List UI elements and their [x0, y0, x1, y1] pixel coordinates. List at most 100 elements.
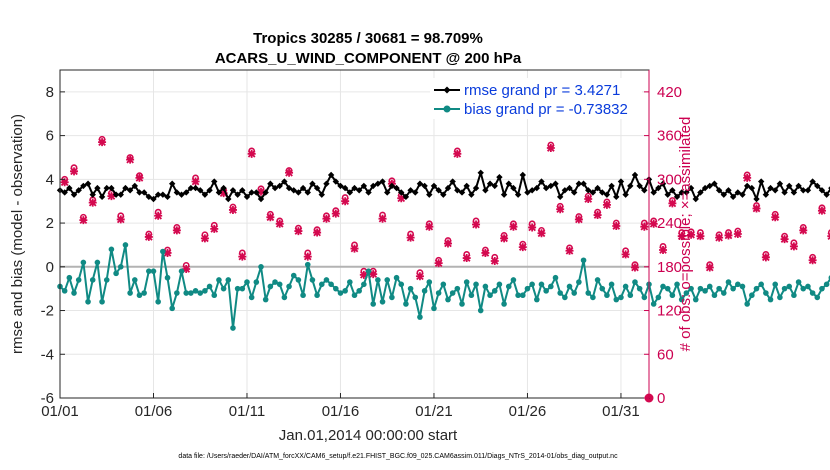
obs-assimilated-point — [490, 256, 499, 265]
bias-point — [487, 292, 493, 299]
rmse-point — [70, 191, 78, 198]
obs-assimilated-point — [116, 215, 125, 224]
rmse-point — [823, 191, 830, 198]
y-axis-right: 0 60 120 180 240 300 360 420 — [644, 70, 682, 407]
obs-assimilated-point — [817, 206, 826, 215]
bias-point — [426, 279, 433, 285]
bias-point — [146, 268, 152, 274]
bias-point — [678, 296, 685, 303]
bias-point — [431, 305, 437, 312]
bias-point — [75, 277, 82, 283]
rmse-point — [84, 180, 92, 187]
rmse-point — [295, 189, 302, 196]
rmse-point — [421, 182, 428, 190]
rmse-point — [374, 180, 382, 187]
obs-assimilated-point — [593, 211, 602, 220]
bias-point — [155, 298, 161, 305]
rmse-point — [762, 191, 770, 198]
bias-point — [819, 285, 825, 292]
rmse-point — [444, 184, 452, 192]
rmse-point — [454, 187, 461, 194]
rmse-point — [412, 189, 419, 196]
bias-point — [370, 301, 376, 307]
rmse-point — [776, 180, 784, 187]
bias-point — [323, 277, 330, 283]
rmse-point — [430, 182, 438, 190]
rmse-point — [757, 178, 765, 185]
bias-point — [777, 294, 783, 301]
bias-point — [749, 292, 755, 299]
obs-assimilated-point — [677, 232, 686, 241]
bias-point — [127, 290, 133, 296]
rmse-point — [767, 184, 774, 192]
rmse-point — [683, 189, 690, 196]
bias-point — [449, 290, 456, 296]
bias-point — [333, 285, 339, 292]
bias-point — [407, 285, 414, 292]
bias-point — [604, 292, 610, 299]
rmse-point — [631, 171, 639, 179]
rmse-point — [173, 189, 181, 196]
rmse-point — [655, 184, 662, 192]
rmse-point — [720, 191, 727, 198]
rmse-point — [346, 189, 354, 196]
bias-point — [725, 279, 732, 285]
bias-point — [767, 296, 774, 303]
obs-assimilated-point — [640, 222, 649, 231]
obs-assimilated-point — [481, 248, 490, 257]
rmse-point — [154, 191, 162, 198]
rmse-point — [818, 187, 826, 194]
bias-point — [304, 261, 311, 268]
obs-assimilated-point — [668, 199, 677, 208]
obs-assimilated-point — [341, 197, 350, 206]
bias-point — [117, 264, 124, 270]
obs-assimilated-point — [724, 231, 733, 240]
bias-point — [632, 279, 638, 285]
rmse-point — [126, 187, 134, 194]
rmse-point — [318, 191, 325, 198]
rmse-point — [388, 182, 396, 190]
rmse-point — [472, 184, 480, 192]
rmse-point — [440, 191, 447, 198]
obs-assimilated-point — [331, 209, 340, 218]
bias-point — [566, 283, 573, 290]
bias-point — [99, 298, 105, 305]
legend-bias-marker — [443, 105, 451, 113]
obs-assimilated-point — [630, 263, 639, 272]
obs-assimilated-point — [257, 187, 266, 196]
obs-assimilated-point — [602, 200, 611, 209]
rmse-point — [178, 191, 185, 198]
bias-point — [758, 281, 764, 288]
rmse-point — [622, 191, 629, 198]
bias-point — [295, 277, 302, 283]
y-tick-label: 8 — [46, 84, 54, 101]
bias-point — [735, 281, 741, 288]
rmse-point — [117, 191, 124, 198]
rmse-point — [603, 191, 611, 198]
bias-point — [361, 281, 367, 288]
y-tick-label: 2 — [46, 215, 54, 232]
rmse-point — [729, 193, 737, 201]
bias-point — [342, 288, 348, 294]
bias-point — [585, 290, 592, 296]
bias-point — [809, 290, 816, 296]
bias-point — [786, 283, 793, 290]
bias-point — [669, 292, 676, 299]
rmse-point — [533, 184, 541, 192]
bias-point — [258, 264, 264, 270]
bias-point — [61, 288, 68, 294]
bias-point — [389, 294, 395, 301]
rmse-point — [575, 180, 583, 187]
rmse-point — [800, 187, 807, 194]
bias-point — [618, 294, 624, 301]
rmse-point — [664, 191, 671, 198]
bias-point — [763, 290, 769, 296]
obs-assimilated-point — [247, 149, 256, 158]
bias-point — [576, 279, 582, 285]
rmse-point — [496, 173, 503, 181]
obs-assimilated-point — [687, 230, 696, 239]
obs-assimilated-point — [415, 272, 424, 281]
rmse-point — [351, 184, 358, 192]
bias-point — [557, 290, 563, 296]
